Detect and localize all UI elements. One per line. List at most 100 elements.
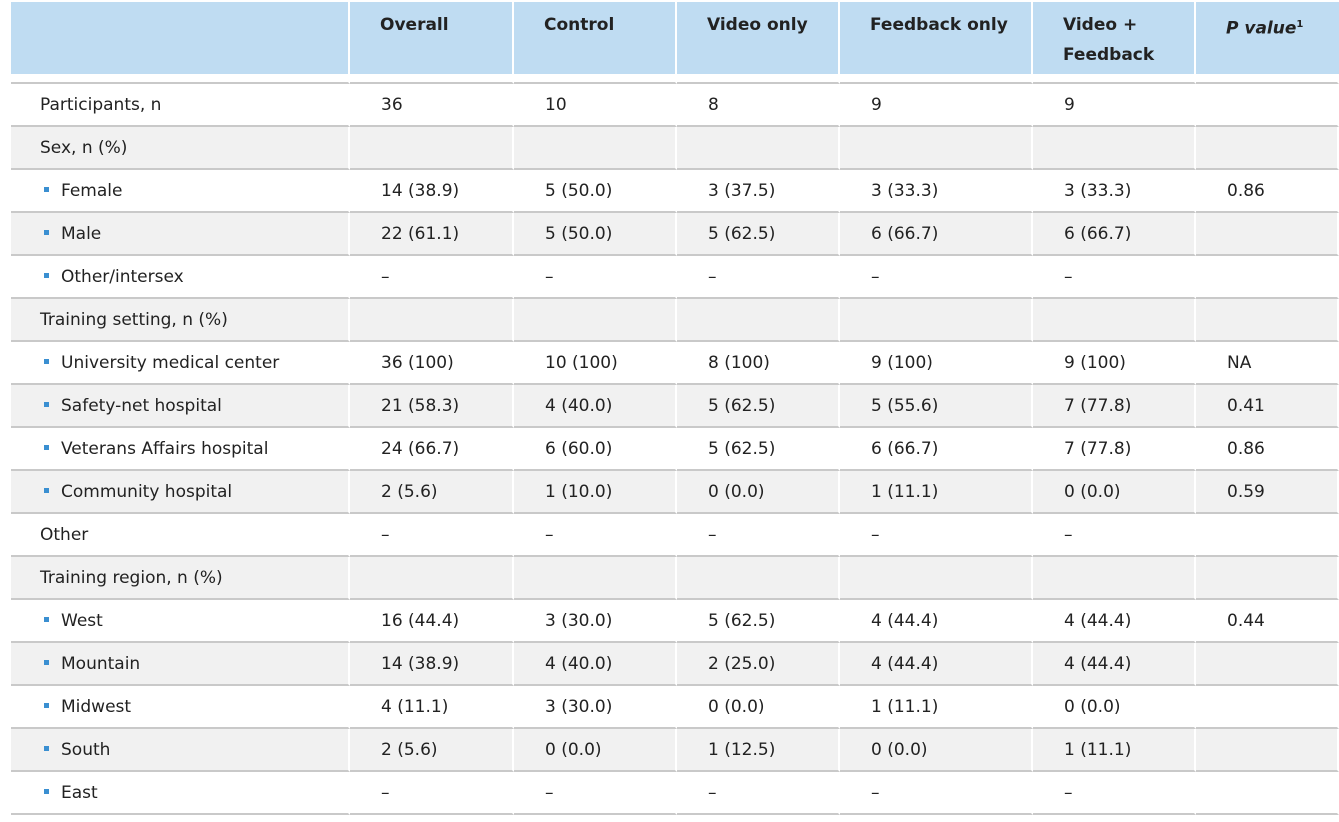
header-video-feedback-line1: Video + — [1063, 15, 1138, 35]
table-cell: 1 (11.1) — [1033, 729, 1196, 772]
bullet-icon — [44, 186, 49, 192]
row-label: Sex, n (%) — [40, 137, 128, 158]
table-cell — [350, 557, 514, 600]
bullet-icon — [44, 401, 49, 407]
table-cell: 36 — [350, 84, 514, 127]
table-cell: NA — [1196, 342, 1339, 385]
table-cell: 2 (25.0) — [677, 643, 840, 686]
row-label-cell: South — [11, 729, 350, 772]
table-cell — [1196, 729, 1339, 772]
table-cell — [677, 557, 840, 600]
table-cell — [677, 299, 840, 342]
table-cell: 1 (10.0) — [514, 471, 677, 514]
table-cell: 0 (0.0) — [677, 471, 840, 514]
header-p-value-footnote: 1 — [1296, 19, 1304, 30]
table-cell — [1033, 557, 1196, 600]
table-cell: – — [350, 772, 514, 815]
table-cell: 10 (100) — [514, 342, 677, 385]
table-cell: 3 (30.0) — [514, 686, 677, 729]
table-row: East – – – – – — [11, 772, 1339, 815]
table-cell — [514, 127, 677, 170]
table-cell: – — [1033, 772, 1196, 815]
table-cell: 10 — [514, 84, 677, 127]
header-control: Control — [514, 2, 677, 76]
table-cell — [1196, 256, 1339, 299]
table-cell — [1196, 299, 1339, 342]
table-cell: 9 — [1033, 84, 1196, 127]
table-row: Training region, n (%) — [11, 557, 1339, 600]
row-label-cell: Training region, n (%) — [11, 557, 350, 600]
table-cell: 4 (11.1) — [350, 686, 514, 729]
row-label-cell: Community hospital — [11, 471, 350, 514]
table-cell: 1 (12.5) — [677, 729, 840, 772]
header-feedback-only: Feedback only — [840, 2, 1033, 76]
table-cell: 0.86 — [1196, 170, 1339, 213]
table-cell — [1196, 557, 1339, 600]
bullet-icon — [44, 702, 49, 708]
table-cell: 6 (60.0) — [514, 428, 677, 471]
table-cell: 0.44 — [1196, 600, 1339, 643]
table-cell: 6 (66.7) — [840, 428, 1033, 471]
table-cell: 24 (66.7) — [350, 428, 514, 471]
table-cell: 5 (62.5) — [677, 213, 840, 256]
row-label: Male — [61, 223, 102, 244]
bullet-icon — [44, 444, 49, 450]
row-label: Training setting, n (%) — [40, 309, 228, 330]
header-video-feedback: Video + Feedback — [1033, 2, 1196, 76]
table-cell: 9 (100) — [840, 342, 1033, 385]
table-row: Other – – – – – — [11, 514, 1339, 557]
table-cell: – — [350, 514, 514, 557]
bullet-icon — [44, 272, 49, 278]
data-table-container: Overall Control Video only Feedback only… — [11, 2, 1339, 815]
row-label-cell: East — [11, 772, 350, 815]
bullet-icon — [44, 358, 49, 364]
row-label: Training region, n (%) — [40, 567, 223, 588]
table-cell — [1196, 514, 1339, 557]
baseline-characteristics-table: Overall Control Video only Feedback only… — [11, 2, 1339, 815]
row-label-cell: Veterans Affairs hospital — [11, 428, 350, 471]
table-cell: 7 (77.8) — [1033, 428, 1196, 471]
table-cell: – — [1033, 256, 1196, 299]
row-label: University medical center — [61, 352, 280, 373]
row-label-cell: Sex, n (%) — [11, 127, 350, 170]
bullet-icon — [44, 616, 49, 622]
row-label: Female — [61, 180, 123, 201]
row-label: Participants, n — [40, 94, 162, 115]
row-label: Other — [40, 524, 89, 545]
table-cell: 5 (62.5) — [677, 428, 840, 471]
table-cell: – — [677, 772, 840, 815]
table-cell: 36 (100) — [350, 342, 514, 385]
table-cell: 4 (44.4) — [1033, 600, 1196, 643]
table-cell — [350, 127, 514, 170]
table-cell — [840, 299, 1033, 342]
table-cell — [350, 299, 514, 342]
table-cell: 0 (0.0) — [840, 729, 1033, 772]
table-cell: 0.86 — [1196, 428, 1339, 471]
table-row: Participants, n 36 10 8 9 9 — [11, 84, 1339, 127]
bullet-icon — [44, 788, 49, 794]
table-cell: – — [840, 514, 1033, 557]
header-video-feedback-line2: Feedback — [1063, 45, 1155, 65]
table-cell: 8 — [677, 84, 840, 127]
table-cell — [514, 557, 677, 600]
table-cell: – — [840, 256, 1033, 299]
table-cell: 9 (100) — [1033, 342, 1196, 385]
table-cell: 6 (66.7) — [840, 213, 1033, 256]
table-cell — [840, 127, 1033, 170]
row-label: Safety-net hospital — [61, 395, 222, 416]
row-label-cell: University medical center — [11, 342, 350, 385]
row-label: Mountain — [61, 653, 141, 674]
table-cell: – — [1033, 514, 1196, 557]
table-cell: 3 (30.0) — [514, 600, 677, 643]
table-cell: 8 (100) — [677, 342, 840, 385]
table-cell: 7 (77.8) — [1033, 385, 1196, 428]
table-cell: – — [514, 514, 677, 557]
table-row: Safety-net hospital 21 (58.3) 4 (40.0) 5 (6… — [11, 385, 1339, 428]
table-row: Other/intersex – – – – – — [11, 256, 1339, 299]
header-p-value: P value1 — [1196, 2, 1339, 76]
table-cell — [514, 299, 677, 342]
table-cell — [1196, 643, 1339, 686]
table-cell: 14 (38.9) — [350, 170, 514, 213]
table-cell: 3 (33.3) — [1033, 170, 1196, 213]
row-label-cell: Midwest — [11, 686, 350, 729]
